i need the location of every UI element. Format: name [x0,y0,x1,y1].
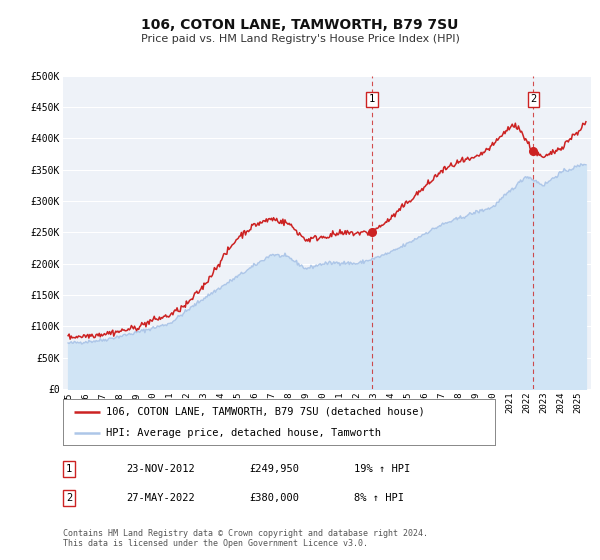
Text: 1: 1 [66,464,72,474]
Text: 2: 2 [530,95,536,104]
Text: 23-NOV-2012: 23-NOV-2012 [126,464,195,474]
Text: 1: 1 [369,95,375,104]
Text: Contains HM Land Registry data © Crown copyright and database right 2024.
This d: Contains HM Land Registry data © Crown c… [63,529,428,548]
Text: 106, COTON LANE, TAMWORTH, B79 7SU (detached house): 106, COTON LANE, TAMWORTH, B79 7SU (deta… [106,407,425,417]
Text: 2: 2 [66,493,72,503]
Text: HPI: Average price, detached house, Tamworth: HPI: Average price, detached house, Tamw… [106,428,381,438]
Text: 8% ↑ HPI: 8% ↑ HPI [354,493,404,503]
Text: £249,950: £249,950 [249,464,299,474]
Text: 27-MAY-2022: 27-MAY-2022 [126,493,195,503]
Text: Price paid vs. HM Land Registry's House Price Index (HPI): Price paid vs. HM Land Registry's House … [140,34,460,44]
Text: 106, COTON LANE, TAMWORTH, B79 7SU: 106, COTON LANE, TAMWORTH, B79 7SU [142,18,458,32]
Text: 19% ↑ HPI: 19% ↑ HPI [354,464,410,474]
Text: £380,000: £380,000 [249,493,299,503]
